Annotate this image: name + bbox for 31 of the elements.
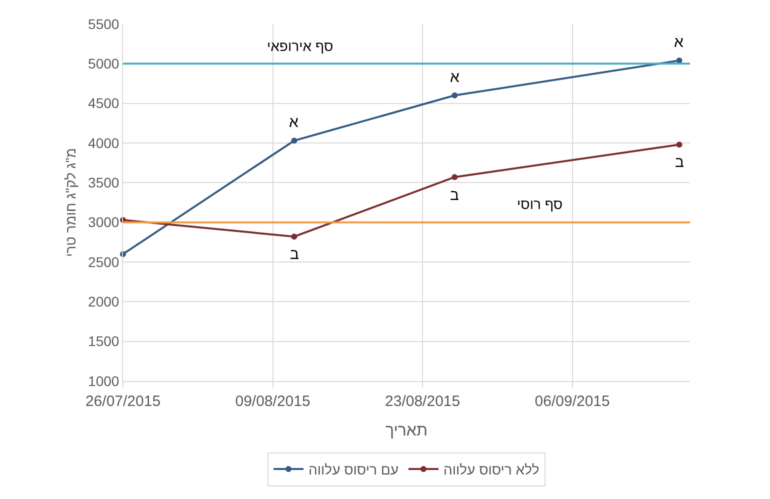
x-tick-label: 09/08/2015 — [235, 393, 310, 410]
x-tick-label: 26/07/2015 — [85, 393, 161, 410]
annotation: א — [289, 114, 299, 131]
annotation: א — [450, 69, 460, 86]
point — [452, 92, 458, 98]
annotation: ב — [290, 246, 299, 263]
annotation: א — [674, 34, 684, 51]
x-tick-label: 23/08/2015 — [385, 393, 460, 410]
y-tick-label: 2000 — [88, 294, 120, 310]
y-tick-label: 1500 — [88, 333, 120, 350]
point — [676, 142, 682, 148]
y-tick-label: 3000 — [88, 214, 120, 230]
x-tick-label: 06/09/2015 — [534, 393, 610, 410]
y-axis-title: מ"ג לק"ג חומר טרי — [62, 148, 79, 257]
y-tick-label: 4500 — [88, 95, 120, 112]
point — [291, 234, 298, 240]
ref-line-label: סף רוסי — [517, 196, 563, 212]
y-tick-label: 4000 — [88, 134, 120, 151]
annotation: ב — [450, 187, 459, 204]
y-tick-label: 5000 — [88, 56, 120, 72]
ref-line-label: סף אירופאי — [267, 38, 334, 54]
y-tick-label: 1000 — [88, 372, 120, 389]
point — [452, 174, 458, 180]
annotation: ב — [675, 154, 684, 171]
legend-label: ללא ריסוס עלווה — [443, 461, 540, 478]
x-axis-title: תאריך — [385, 422, 428, 440]
y-tick-label: 2500 — [88, 254, 120, 270]
point — [291, 138, 298, 144]
y-tick-label: 5500 — [88, 16, 120, 32]
legend-label: עם ריסוס עלווה — [308, 461, 398, 478]
y-tick-label: 3500 — [88, 174, 120, 191]
